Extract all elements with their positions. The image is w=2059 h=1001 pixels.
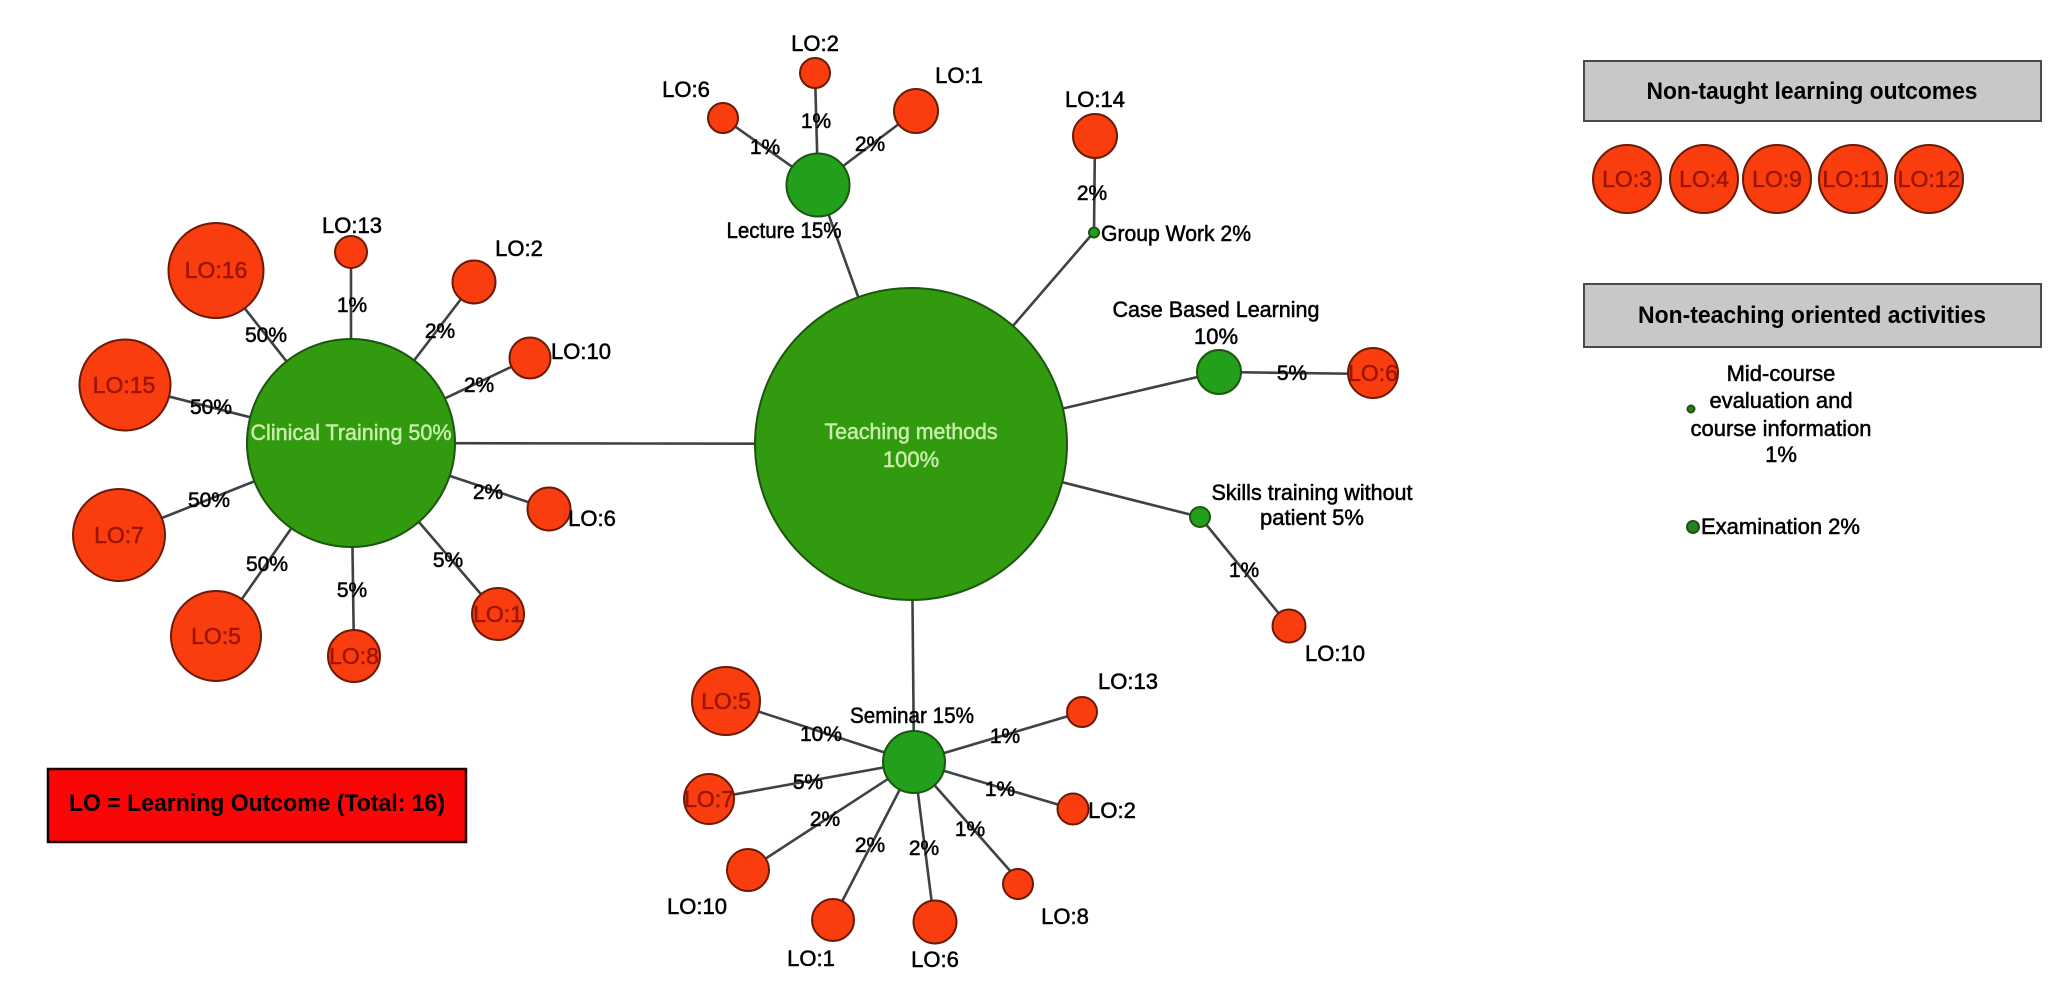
svg-text:Non-taught learning outcomes: Non-taught learning outcomes <box>1647 78 1978 105</box>
svg-text:LO:11: LO:11 <box>1823 166 1884 192</box>
svg-text:1%: 1% <box>990 725 1020 748</box>
svg-text:LO:5: LO:5 <box>191 623 241 649</box>
svg-text:course information: course information <box>1691 416 1872 441</box>
svg-text:LO:6: LO:6 <box>1348 360 1398 386</box>
svg-text:LO:13: LO:13 <box>322 213 382 238</box>
svg-text:Examination 2%: Examination 2% <box>1701 514 1860 539</box>
svg-text:evaluation and: evaluation and <box>1709 388 1852 413</box>
svg-text:5%: 5% <box>337 579 367 602</box>
svg-text:LO:5: LO:5 <box>701 688 751 714</box>
svg-text:1%: 1% <box>955 818 985 841</box>
svg-text:1%: 1% <box>1765 442 1797 467</box>
svg-text:1%: 1% <box>750 136 780 159</box>
svg-text:1%: 1% <box>985 778 1015 801</box>
svg-text:1%: 1% <box>801 110 831 133</box>
svg-text:LO:1: LO:1 <box>473 601 523 627</box>
svg-text:2%: 2% <box>1077 182 1107 205</box>
svg-text:LO:2: LO:2 <box>495 236 543 261</box>
svg-text:LO:12: LO:12 <box>1898 166 1961 192</box>
svg-text:2%: 2% <box>473 481 503 504</box>
svg-text:50%: 50% <box>188 489 230 512</box>
svg-text:Case Based Learning: Case Based Learning <box>1113 297 1320 322</box>
svg-text:Skills training without: Skills training without <box>1212 480 1413 505</box>
svg-text:10%: 10% <box>1194 324 1238 349</box>
svg-text:LO:16: LO:16 <box>185 257 248 283</box>
svg-text:LO:1: LO:1 <box>787 946 835 971</box>
svg-text:Lecture 15%: Lecture 15% <box>727 218 842 243</box>
svg-text:LO:7: LO:7 <box>94 522 144 548</box>
svg-text:50%: 50% <box>245 324 287 347</box>
svg-text:2%: 2% <box>425 320 455 343</box>
svg-text:50%: 50% <box>190 396 232 419</box>
svg-text:LO:2: LO:2 <box>1088 798 1136 823</box>
svg-text:5%: 5% <box>433 549 463 572</box>
svg-text:LO = Learning Outcome (Total:: LO = Learning Outcome (Total: 16) <box>69 790 445 817</box>
svg-text:5%: 5% <box>793 771 823 794</box>
svg-text:LO:6: LO:6 <box>568 506 616 531</box>
svg-text:Mid-course: Mid-course <box>1727 361 1836 386</box>
svg-text:1%: 1% <box>337 294 367 317</box>
svg-text:2%: 2% <box>909 837 939 860</box>
svg-text:5%: 5% <box>1277 362 1307 385</box>
svg-text:LO:3: LO:3 <box>1602 166 1652 192</box>
svg-text:2%: 2% <box>855 834 885 857</box>
svg-text:LO:10: LO:10 <box>1305 641 1365 666</box>
svg-text:LO:13: LO:13 <box>1098 669 1158 694</box>
svg-text:Teaching methods: Teaching methods <box>825 419 998 444</box>
svg-text:LO:9: LO:9 <box>1752 166 1802 192</box>
svg-text:LO:4: LO:4 <box>1679 166 1729 192</box>
svg-text:LO:8: LO:8 <box>329 643 379 669</box>
svg-text:LO:8: LO:8 <box>1041 904 1089 929</box>
svg-text:LO:14: LO:14 <box>1065 87 1125 112</box>
svg-text:LO:2: LO:2 <box>791 31 839 56</box>
svg-text:Group Work 2%: Group Work 2% <box>1101 221 1251 246</box>
svg-text:2%: 2% <box>855 133 885 156</box>
svg-text:50%: 50% <box>246 553 288 576</box>
svg-text:Clinical Training 50%: Clinical Training 50% <box>251 420 452 445</box>
svg-text:LO:6: LO:6 <box>911 947 959 972</box>
svg-text:Seminar 15%: Seminar 15% <box>850 703 974 728</box>
svg-text:LO:7: LO:7 <box>684 786 734 812</box>
svg-text:LO:10: LO:10 <box>551 339 611 364</box>
svg-text:LO:15: LO:15 <box>93 372 156 398</box>
svg-text:100%: 100% <box>883 447 939 472</box>
svg-text:LO:10: LO:10 <box>667 894 727 919</box>
svg-text:2%: 2% <box>464 374 494 397</box>
svg-text:patient 5%: patient 5% <box>1260 505 1364 530</box>
svg-text:LO:1: LO:1 <box>935 63 983 88</box>
svg-text:LO:6: LO:6 <box>662 77 710 102</box>
svg-text:Non-teaching oriented activiti: Non-teaching oriented activities <box>1638 302 1986 329</box>
svg-text:10%: 10% <box>800 723 842 746</box>
svg-text:2%: 2% <box>810 808 840 831</box>
svg-text:1%: 1% <box>1229 559 1259 582</box>
